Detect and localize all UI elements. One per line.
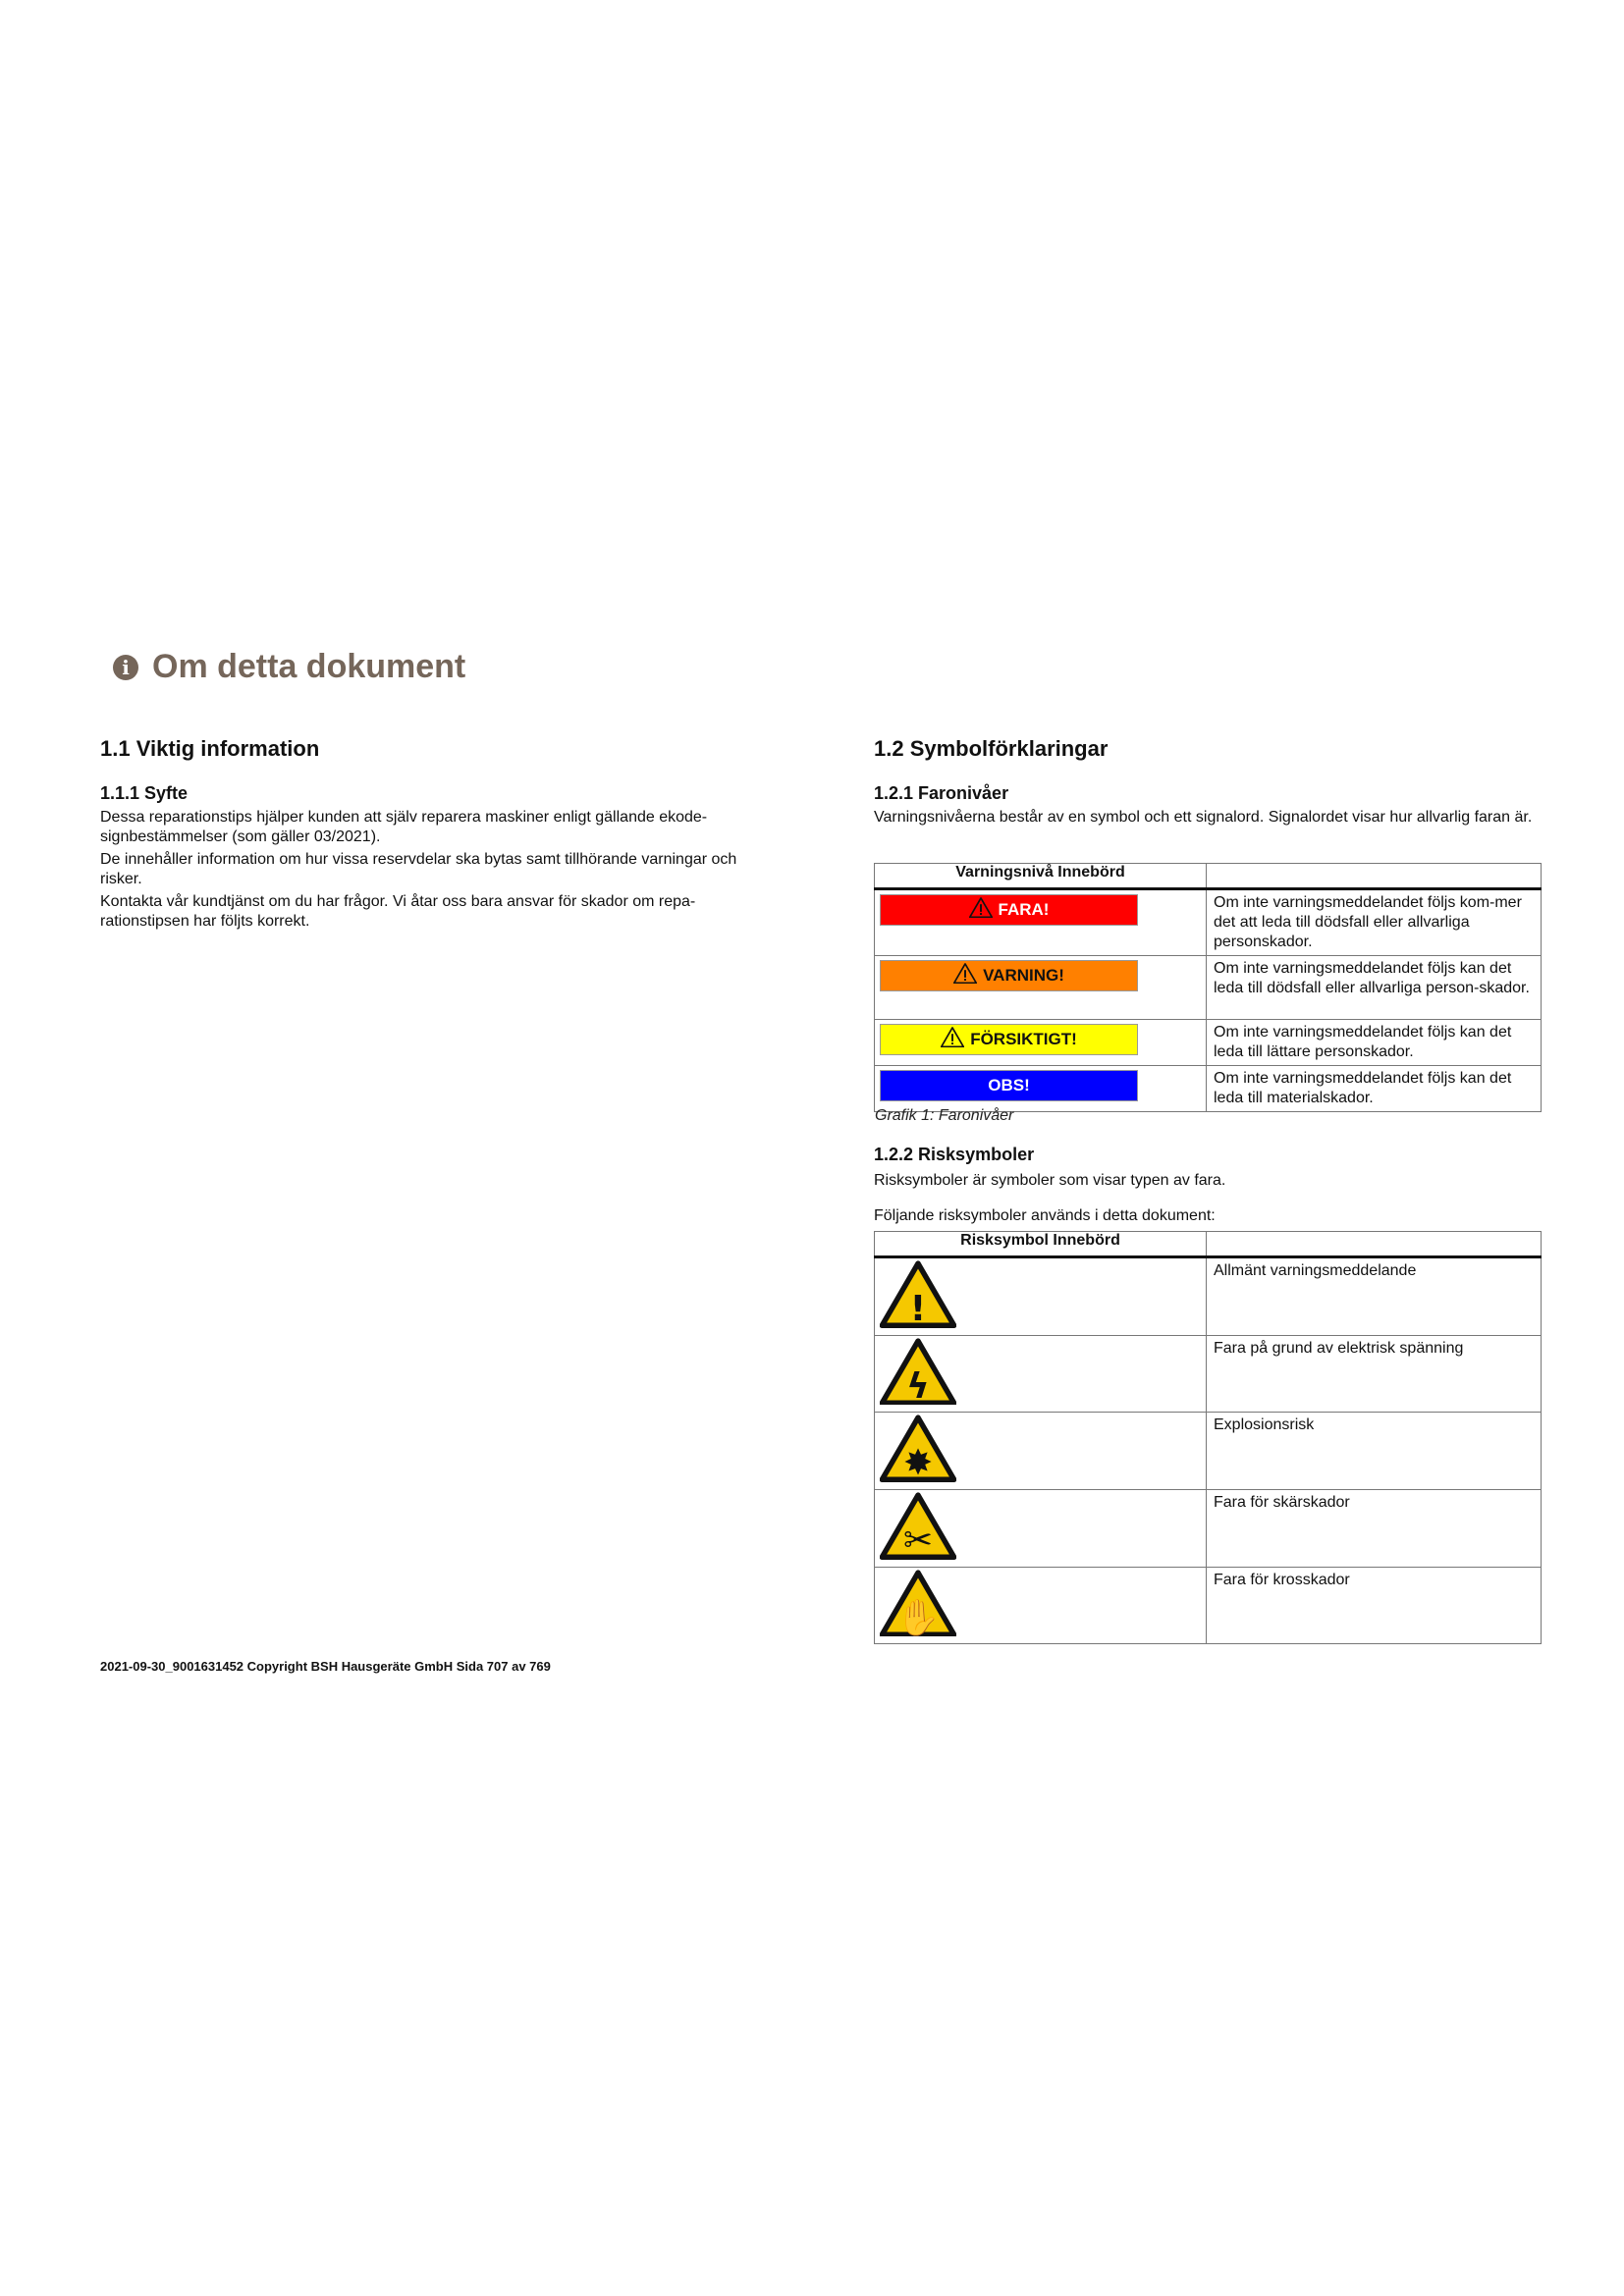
- symbol-cell: ✋: [874, 1566, 1207, 1645]
- svg-text:✸: ✸: [903, 1443, 933, 1482]
- symbol-cell: ✸: [874, 1412, 1207, 1490]
- table-row: ! Allmänt varningsmeddelande: [874, 1256, 1542, 1336]
- table-header-empty: [1206, 863, 1542, 890]
- description-cell: Explosionsrisk: [1206, 1412, 1542, 1490]
- description-cell: Fara för krosskador: [1206, 1566, 1542, 1645]
- table-row: VARNING! Om inte varningsmeddelandet följ…: [874, 955, 1542, 1020]
- table-row: FÖRSIKTIGT! Om inte varningsmeddelandet f…: [874, 1019, 1542, 1066]
- warning-triangle-icon: [941, 1027, 965, 1052]
- description-cell: Allmänt varningsmeddelande: [1206, 1256, 1542, 1336]
- page-title: i Om detta dokument: [113, 648, 465, 686]
- table-header: Risksymbol Innebörd: [874, 1231, 1207, 1258]
- description-cell: Om inte varningsmeddelandet följs kan de…: [1206, 1019, 1542, 1066]
- table-header: Varningsnivå Innebörd: [874, 863, 1207, 890]
- paragraph: Kontakta vår kundtjänst om du har frågor…: [100, 893, 696, 930]
- left-column: 1.1 Viktig information 1.1.1 Syfte Dessa…: [100, 736, 778, 934]
- table-header-empty: [1206, 1231, 1542, 1258]
- paragraph: Följande risksymboler används i detta do…: [874, 1207, 1216, 1224]
- section-heading: 1.2 Symbolförklaringar: [874, 736, 1109, 761]
- risk-symbols-table: Risksymbol Innebörd ! Allmänt varningsmed…: [874, 1231, 1542, 1645]
- description-cell: Fara på grund av elektrisk spänning: [1206, 1334, 1542, 1414]
- svg-text:ϟ: ϟ: [906, 1365, 930, 1405]
- subsection-heading: 1.2.2 Risksymboler: [874, 1145, 1035, 1164]
- general-warning-icon: !: [879, 1260, 1201, 1333]
- symbol-cell: !: [874, 1256, 1207, 1336]
- signal-cell: OBS!: [874, 1065, 1207, 1112]
- explosion-hazard-icon: ✸: [879, 1415, 1201, 1487]
- info-icon: i: [113, 654, 138, 680]
- table-row: ✂ Fara för skärskador: [874, 1488, 1542, 1568]
- electric-hazard-icon: ϟ: [879, 1338, 1201, 1411]
- signal-word: FÖRSIKTIGT!: [970, 1030, 1077, 1048]
- risk-section: 1.2.2 Risksymboler Risksymboler är symbo…: [874, 1145, 1542, 1229]
- subsection-heading: 1.1.1 Syfte: [100, 783, 189, 803]
- warning-triangle-icon: [968, 897, 993, 923]
- page-footer: 2021-09-30_9001631452 Copyright BSH Haus…: [100, 1659, 551, 1674]
- svg-text:✂: ✂: [903, 1521, 933, 1560]
- signal-word: OBS!: [988, 1076, 1030, 1095]
- table-row: ✸ Explosionsrisk: [874, 1412, 1542, 1490]
- description-cell: Om inte varningsmeddelandet följs kan de…: [1206, 1065, 1542, 1112]
- paragraph: Dessa reparationstips hjälper kunden att…: [100, 809, 708, 845]
- subsection-heading: 1.2.1 Faronivåer: [874, 783, 1009, 803]
- signal-word: FARA!: [998, 900, 1050, 919]
- section-heading: 1.1 Viktig information: [100, 736, 320, 761]
- paragraph: Varningsnivåerna består av en symbol och…: [874, 809, 1533, 826]
- signal-cell: VARNING!: [874, 955, 1207, 1020]
- signal-word-badge: VARNING!: [880, 960, 1138, 991]
- paragraph: Risksymboler är symboler som visar typen…: [874, 1172, 1226, 1189]
- signal-word: VARNING!: [983, 966, 1064, 985]
- signal-word-badge: FÖRSIKTIGT!: [880, 1024, 1138, 1055]
- signal-word-badge: OBS!: [880, 1070, 1138, 1101]
- cut-hazard-icon: ✂: [879, 1492, 1201, 1565]
- table-row: ✋ Fara för krosskador: [874, 1566, 1542, 1645]
- table-row: OBS! Om inte varningsmeddelandet följs ka…: [874, 1065, 1542, 1112]
- figure-caption: Grafik 1: Faronivåer: [875, 1107, 1014, 1124]
- table-row: ϟ Fara på grund av elektrisk spänning: [874, 1334, 1542, 1414]
- paragraph: De innehåller information om hur vissa r…: [100, 851, 737, 887]
- right-column: 1.2 Symbolförklaringar 1.2.1 Faronivåer …: [874, 736, 1542, 830]
- signal-cell: FÖRSIKTIGT!: [874, 1019, 1207, 1066]
- symbol-cell: ✂: [874, 1488, 1207, 1568]
- svg-text:✋: ✋: [896, 1596, 941, 1636]
- page-title-text: Om detta dokument: [152, 648, 466, 685]
- description-cell: Om inte varningsmeddelandet följs kom-me…: [1206, 888, 1542, 956]
- svg-text:!: !: [910, 1289, 926, 1328]
- description-cell: Om inte varningsmeddelandet följs kan de…: [1206, 955, 1542, 1020]
- description-cell: Fara för skärskador: [1206, 1488, 1542, 1568]
- signal-cell: FARA!: [874, 888, 1207, 956]
- symbol-cell: ϟ: [874, 1334, 1207, 1414]
- signal-word-badge: FARA!: [880, 894, 1138, 926]
- warning-triangle-icon: [952, 963, 978, 988]
- crush-hazard-icon: ✋: [879, 1569, 1201, 1642]
- hazard-levels-table: Varningsnivå Innebörd FARA! Om inte varni…: [874, 863, 1542, 1112]
- table-row: FARA! Om inte varningsmeddelandet följs k…: [874, 888, 1542, 956]
